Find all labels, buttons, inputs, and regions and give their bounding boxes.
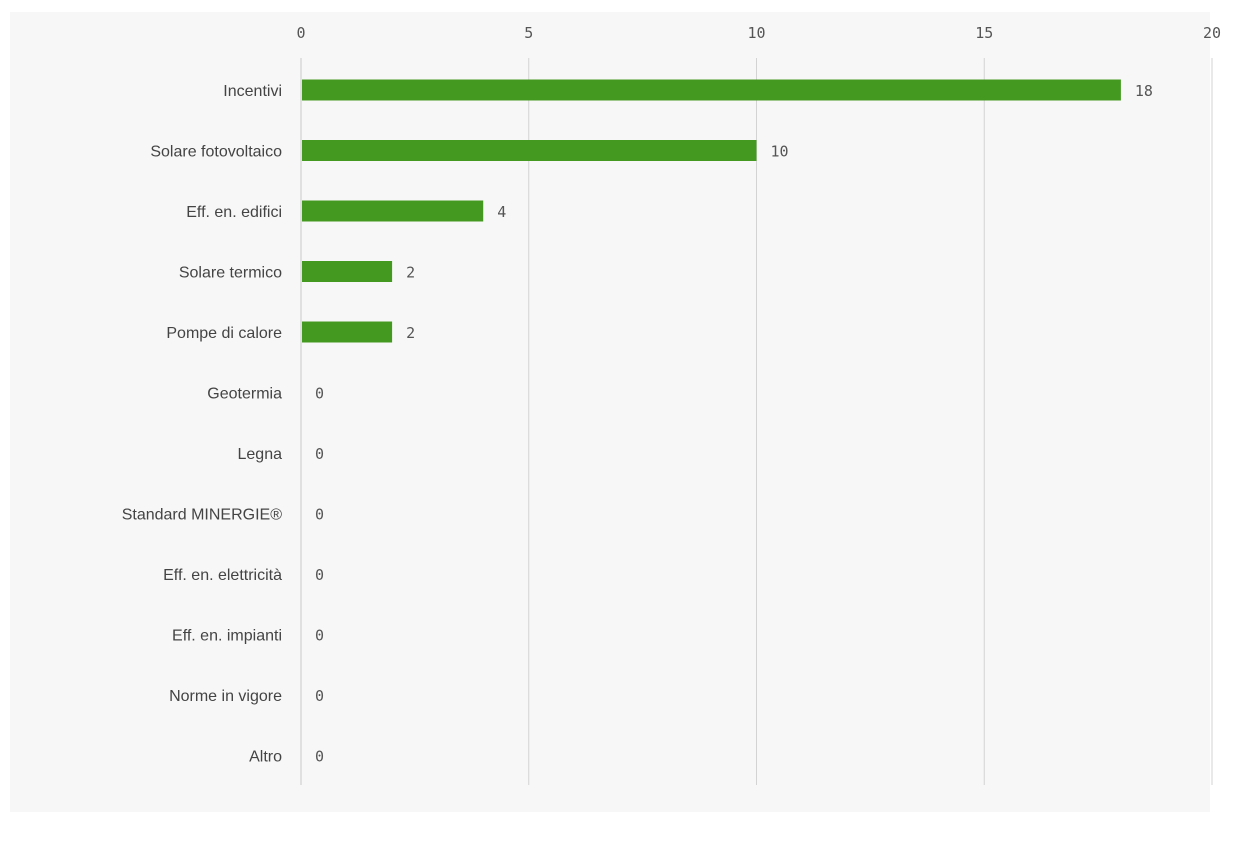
data-label: 0 bbox=[315, 748, 324, 766]
data-label: 0 bbox=[315, 445, 324, 463]
category-label: Eff. en. elettricità bbox=[163, 567, 282, 584]
bar bbox=[302, 200, 484, 222]
data-label: 0 bbox=[315, 566, 324, 584]
category-label: Altro bbox=[249, 749, 282, 766]
bar bbox=[302, 261, 393, 282]
category-label: Solare termico bbox=[179, 265, 282, 282]
x-tick-label: 10 bbox=[747, 24, 765, 42]
data-label: 10 bbox=[771, 143, 789, 161]
x-tick-label: 20 bbox=[1203, 24, 1221, 42]
data-label: 0 bbox=[315, 627, 324, 645]
bar bbox=[302, 321, 393, 343]
data-label: 0 bbox=[315, 506, 324, 524]
category-label: Solare fotovoltaico bbox=[150, 144, 282, 161]
category-label: Eff. en. impianti bbox=[172, 628, 282, 645]
bars bbox=[302, 79, 1121, 343]
category-label: Geotermia bbox=[207, 386, 282, 403]
data-label: 0 bbox=[315, 687, 324, 705]
data-label: 0 bbox=[315, 385, 324, 403]
category-label: Incentivi bbox=[223, 83, 282, 100]
category-label: Standard MINERGIE® bbox=[122, 507, 283, 524]
category-label: Pompe di calore bbox=[166, 325, 282, 342]
data-label: 18 bbox=[1135, 82, 1153, 100]
y-axis: Incentivi Solare fotovoltaico Eff. en. edi… bbox=[122, 83, 283, 766]
data-label: 2 bbox=[406, 324, 415, 342]
category-label: Legna bbox=[238, 446, 283, 463]
data-label: 4 bbox=[497, 203, 506, 221]
x-tick-label: 15 bbox=[975, 24, 993, 42]
category-label: Eff. en. edifici bbox=[186, 204, 282, 221]
gridlines bbox=[528, 58, 1213, 785]
x-tick-label: 5 bbox=[524, 24, 533, 42]
bar bbox=[302, 79, 1121, 101]
bar bbox=[302, 140, 757, 161]
category-label: Norme in vigore bbox=[169, 688, 282, 705]
x-tick-label: 0 bbox=[296, 24, 305, 42]
data-labels: 18 10 4 2 2 0 0 0 0 0 0 0 bbox=[315, 82, 1153, 766]
x-axis: 0 5 10 15 20 bbox=[296, 24, 1221, 42]
data-label: 2 bbox=[406, 264, 415, 282]
